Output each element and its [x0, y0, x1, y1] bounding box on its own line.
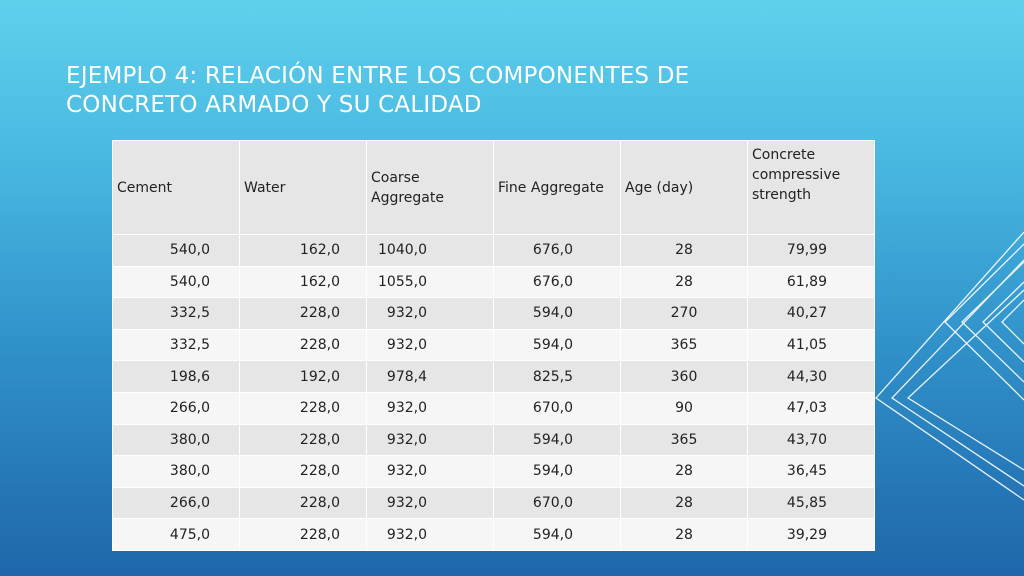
coarse-aggregate-cell: 932,0 — [366, 486, 494, 520]
age-day-cell: 28 — [620, 518, 748, 551]
cement-cell: 540,0 — [112, 265, 240, 299]
cement-cell: 332,5 — [112, 297, 240, 330]
table-row: 540,0 162,0 1055,0 676,0 28 61,89 — [112, 265, 875, 299]
table-row: 540,0 162,0 1040,0 676,0 28 79,99 — [112, 234, 875, 267]
water-cell: 228,0 — [239, 297, 367, 330]
age-day-cell: 365 — [620, 423, 748, 457]
compressive-strength-cell: 79,99 — [747, 234, 875, 267]
chevron-line-icon — [1001, 299, 1024, 345]
chevron-line-icon — [890, 259, 1024, 487]
water-cell: 192,0 — [239, 360, 367, 393]
age-day-cell: 28 — [620, 455, 748, 488]
age-day-cell: 90 — [620, 391, 748, 425]
age-day-cell: 270 — [620, 297, 748, 330]
coarse-aggregate-cell: 932,0 — [366, 391, 494, 425]
age-day-cell: 360 — [620, 360, 748, 393]
chevron-line-icon — [982, 281, 1024, 363]
compressive-strength-cell: 45,85 — [747, 486, 875, 520]
cement-cell: 332,5 — [112, 328, 240, 362]
compressive-strength-cell: 39,29 — [747, 518, 875, 551]
table-row: 266,0 228,0 932,0 670,0 28 45,85 — [112, 486, 875, 520]
age-day-cell: 28 — [620, 486, 748, 520]
compressive-strength-cell: 41,05 — [747, 328, 875, 362]
compressive-strength-cell: 61,89 — [747, 265, 875, 299]
concrete-data-table-container: Cement Water Coarse Aggregate Fine Aggre… — [112, 140, 875, 551]
water-cell: 228,0 — [239, 455, 367, 488]
fine-aggregate-cell: 676,0 — [493, 265, 621, 299]
concrete-data-table: Cement Water Coarse Aggregate Fine Aggre… — [112, 140, 875, 551]
table-header-row: Cement Water Coarse Aggregate Fine Aggre… — [112, 140, 875, 235]
cement-cell: 540,0 — [112, 234, 240, 267]
age-day-cell: 28 — [620, 265, 748, 299]
fine-aggregate-cell: 594,0 — [493, 297, 621, 330]
slide-title: Ejemplo 4: Relación entre los componente… — [66, 62, 786, 120]
table-row: 380,0 228,0 932,0 594,0 365 43,70 — [112, 423, 875, 457]
compressive-strength-cell: 44,30 — [747, 360, 875, 393]
compressive-strength-cell: 43,70 — [747, 423, 875, 457]
header-concrete-compressive-strength: Concrete compressive strength — [747, 140, 875, 235]
compressive-strength-cell: 47,03 — [747, 391, 875, 425]
coarse-aggregate-cell: 932,0 — [366, 423, 494, 457]
water-cell: 228,0 — [239, 423, 367, 457]
water-cell: 228,0 — [239, 486, 367, 520]
fine-aggregate-cell: 594,0 — [493, 518, 621, 551]
fine-aggregate-cell: 594,0 — [493, 328, 621, 362]
chevron-line-icon — [944, 243, 1024, 401]
fine-aggregate-cell: 594,0 — [493, 455, 621, 488]
compressive-strength-cell: 40,27 — [747, 297, 875, 330]
cement-cell: 266,0 — [112, 486, 240, 520]
coarse-aggregate-cell: 978,4 — [366, 360, 494, 393]
cement-cell: 380,0 — [112, 423, 240, 457]
coarse-aggregate-cell: 1055,0 — [366, 265, 494, 299]
header-age-day: Age (day) — [620, 140, 748, 235]
table-row: 380,0 228,0 932,0 594,0 28 36,45 — [112, 455, 875, 488]
fine-aggregate-cell: 825,5 — [493, 360, 621, 393]
slide-title-line-1: Ejemplo 4: Relación entre los componente… — [66, 63, 690, 89]
cement-cell: 475,0 — [112, 518, 240, 551]
slide-title-line-2: concreto armado y su calidad — [66, 92, 482, 118]
header-cement: Cement — [112, 140, 240, 235]
compressive-strength-cell: 36,45 — [747, 455, 875, 488]
age-day-cell: 28 — [620, 234, 748, 267]
water-cell: 228,0 — [239, 518, 367, 551]
coarse-aggregate-cell: 932,0 — [366, 328, 494, 362]
cement-cell: 266,0 — [112, 391, 240, 425]
coarse-aggregate-cell: 932,0 — [366, 518, 494, 551]
water-cell: 228,0 — [239, 391, 367, 425]
cement-cell: 198,6 — [112, 360, 240, 393]
header-water: Water — [239, 140, 367, 235]
chevron-line-icon — [875, 231, 1024, 501]
fine-aggregate-cell: 670,0 — [493, 391, 621, 425]
fine-aggregate-cell: 670,0 — [493, 486, 621, 520]
water-cell: 162,0 — [239, 265, 367, 299]
coarse-aggregate-cell: 932,0 — [366, 455, 494, 488]
fine-aggregate-cell: 594,0 — [493, 423, 621, 457]
table-row: 475,0 228,0 932,0 594,0 28 39,29 — [112, 518, 875, 551]
cement-cell: 380,0 — [112, 455, 240, 488]
chevron-line-icon — [906, 289, 1024, 471]
header-fine-aggregate: Fine Aggregate — [493, 140, 621, 235]
age-day-cell: 365 — [620, 328, 748, 362]
table-row: 266,0 228,0 932,0 670,0 90 47,03 — [112, 391, 875, 425]
table-row: 332,5 228,0 932,0 594,0 270 40,27 — [112, 297, 875, 330]
water-cell: 228,0 — [239, 328, 367, 362]
table-row: 332,5 228,0 932,0 594,0 365 41,05 — [112, 328, 875, 362]
coarse-aggregate-cell: 932,0 — [366, 297, 494, 330]
header-coarse-aggregate: Coarse Aggregate — [366, 140, 494, 235]
table-row: 198,6 192,0 978,4 825,5 360 44,30 — [112, 360, 875, 393]
coarse-aggregate-cell: 1040,0 — [366, 234, 494, 267]
water-cell: 162,0 — [239, 234, 367, 267]
chevron-line-icon — [961, 261, 1024, 383]
fine-aggregate-cell: 676,0 — [493, 234, 621, 267]
